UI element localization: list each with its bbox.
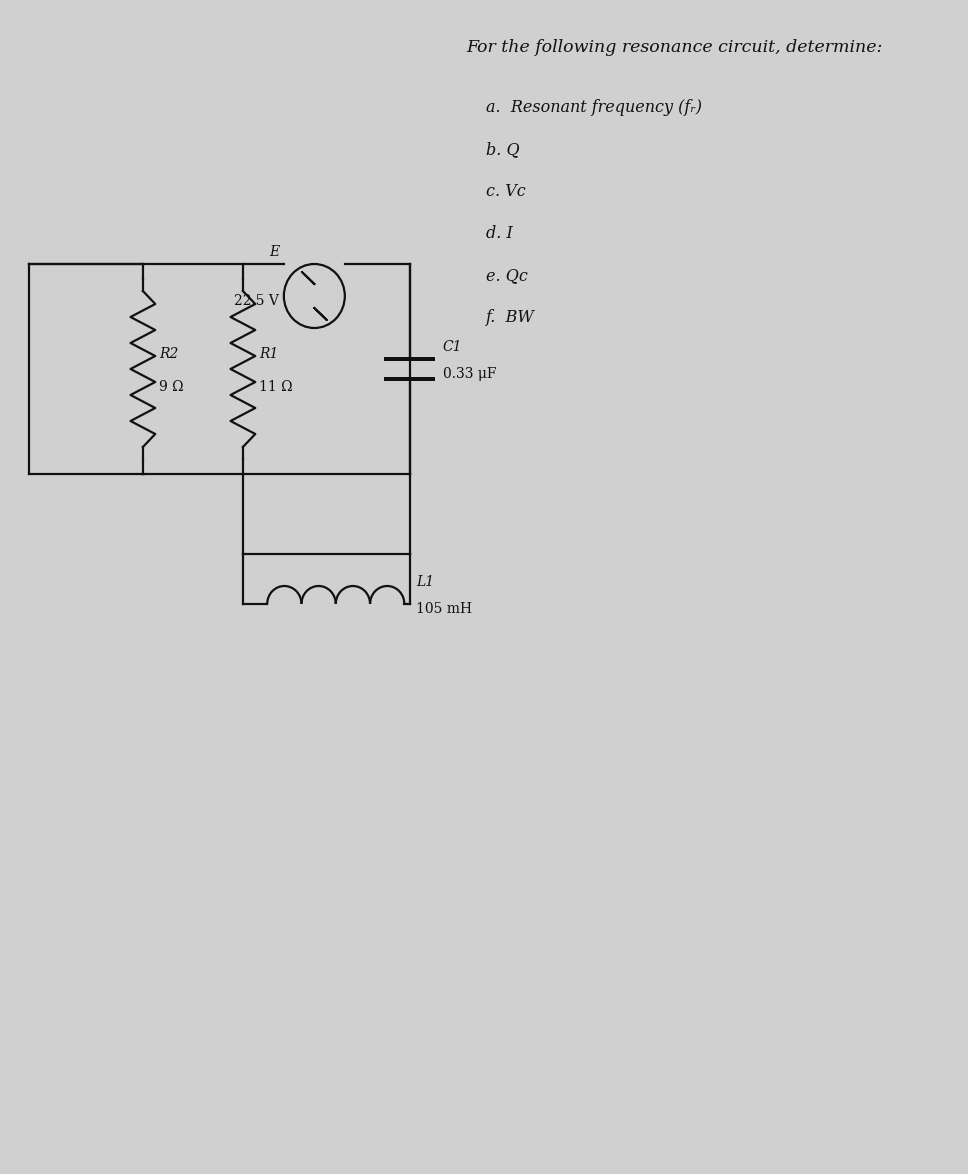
Text: 0.33 μF: 0.33 μF: [443, 367, 497, 382]
Text: C1: C1: [443, 340, 463, 355]
Text: E: E: [269, 245, 279, 259]
Text: e. Qc: e. Qc: [486, 266, 528, 284]
Text: 105 mH: 105 mH: [416, 602, 471, 616]
Text: For the following resonance circuit, determine:: For the following resonance circuit, det…: [467, 39, 883, 56]
Text: c. Vc: c. Vc: [486, 183, 526, 200]
Text: d. I: d. I: [486, 225, 513, 242]
Text: L1: L1: [416, 575, 434, 589]
Text: 9 Ω: 9 Ω: [159, 380, 184, 394]
Text: 22.5 V: 22.5 V: [234, 294, 279, 308]
Text: a.  Resonant frequency (fᵣ): a. Resonant frequency (fᵣ): [486, 99, 702, 116]
Text: R2: R2: [159, 348, 178, 360]
Text: 11 Ω: 11 Ω: [259, 380, 292, 394]
Text: f.  BW: f. BW: [486, 309, 534, 326]
Text: R1: R1: [259, 348, 279, 360]
Text: b. Q: b. Q: [486, 141, 520, 158]
